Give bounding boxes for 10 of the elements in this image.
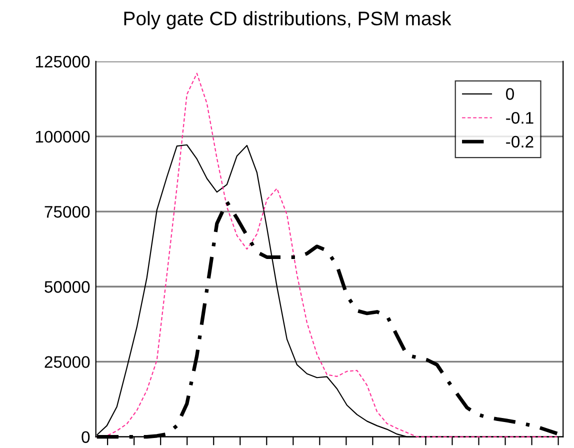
y-tick-label: 50000 [44,281,90,293]
legend-label: -0.2 [506,136,534,148]
legend-label: 0 [506,88,514,100]
chart-title: Poly gate CD distributions, PSM mask [124,11,452,30]
y-tick-label: 25000 [44,356,90,368]
legend-label: -0.1 [506,112,534,124]
y-tick-label: 125000 [36,56,90,68]
y-tick-label: 0 [82,431,90,444]
y-tick-label: 100000 [36,130,90,143]
y-tick-label: 75000 [44,206,90,218]
